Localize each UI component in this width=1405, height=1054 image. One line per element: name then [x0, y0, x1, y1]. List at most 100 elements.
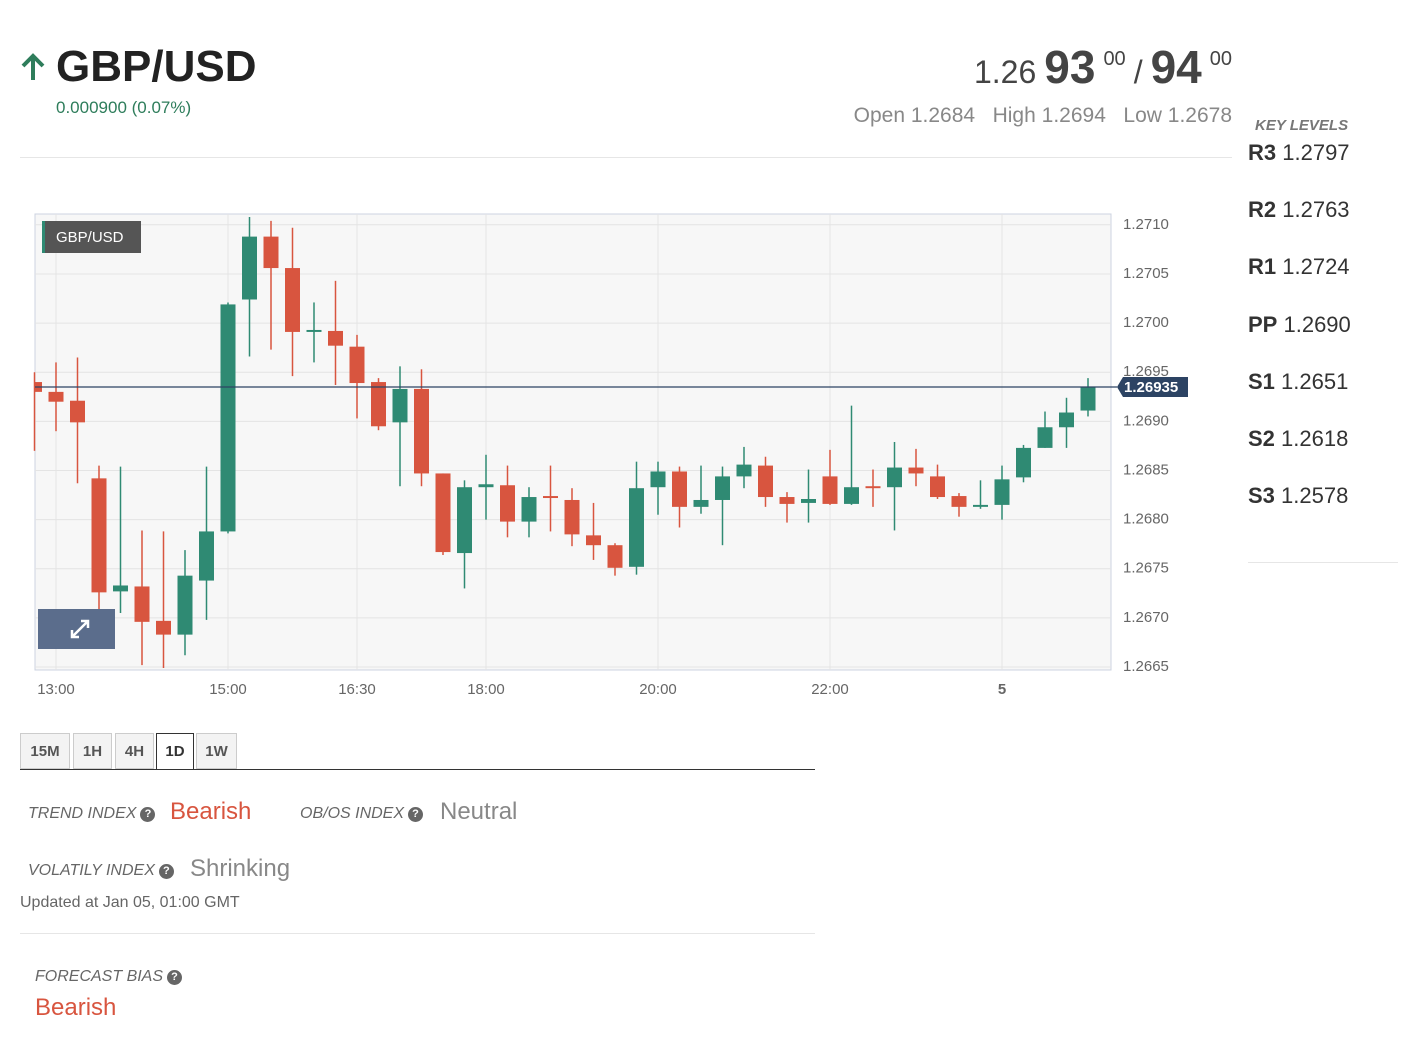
key-level: S1 1.2651: [1248, 369, 1348, 395]
candle-body: [70, 400, 85, 423]
level-value: 1.2651: [1281, 368, 1349, 394]
candle-body: [435, 473, 451, 553]
divider: [20, 933, 815, 934]
candle-body: [908, 467, 924, 474]
bias-label: FORECAST BIAS?: [35, 968, 183, 986]
level-value: 1.2797: [1282, 140, 1350, 165]
candle-body: [607, 545, 623, 568]
y-tick-label: 1.2670: [1123, 609, 1169, 626]
price: 1.26 93 00 / 94 00: [974, 40, 1232, 94]
candle-body: [650, 471, 666, 488]
candle-body: [220, 304, 236, 532]
level-value: 1.2578: [1281, 483, 1349, 509]
candle-body: [113, 585, 128, 592]
candle-body: [134, 586, 150, 622]
candle-body: [973, 504, 988, 507]
separator: /: [1133, 54, 1143, 90]
timeframe-tab[interactable]: 15M: [20, 733, 70, 769]
y-tick-label: 1.2685: [1123, 461, 1169, 478]
high: 1.2694: [1041, 104, 1106, 127]
candle-body: [328, 330, 343, 346]
price-tag: [1117, 376, 1188, 397]
key-level: R1 1.2724: [1248, 254, 1350, 280]
price-prefix: 1.26: [973, 54, 1037, 90]
candle-body: [414, 388, 429, 474]
candle-body: [1016, 447, 1031, 478]
level-value: 1.2763: [1282, 197, 1350, 223]
candle-body: [1059, 412, 1074, 428]
timeframe-tab[interactable]: 1D: [156, 733, 194, 769]
symbol: GBP/USD: [56, 42, 257, 91]
x-tick-label: 20:00: [639, 681, 677, 698]
y-tick-label: 1.2680: [1123, 511, 1169, 528]
candle-body: [306, 329, 322, 332]
ask-small: 00: [1209, 48, 1232, 70]
key-level: S3 1.2578: [1248, 483, 1348, 509]
level-name: R2: [1248, 197, 1277, 223]
candle-body: [865, 486, 881, 489]
level-name: PP: [1248, 311, 1278, 337]
x-tick-label: 22:00: [811, 681, 849, 698]
candle-body: [693, 499, 709, 507]
level-name: S2: [1248, 426, 1275, 451]
key-level: S2 1.2618: [1248, 426, 1348, 452]
level-value: 1.2724: [1282, 254, 1350, 280]
timeframe-tab[interactable]: 1H: [73, 733, 112, 769]
expand-button[interactable]: [38, 609, 115, 649]
divider: [20, 157, 1232, 158]
candle-body: [199, 531, 214, 581]
candle-body: [844, 487, 859, 504]
level-name: R3: [1248, 140, 1277, 165]
obos: Neutral: [440, 798, 518, 825]
key-level: PP 1.2690: [1248, 312, 1351, 338]
timeframe-tab[interactable]: 1W: [196, 733, 237, 769]
tab-line: [20, 769, 815, 770]
candle-body: [994, 479, 1010, 505]
candle-body: [887, 467, 902, 488]
candle-body: [1080, 386, 1096, 411]
y-tick-label: 1.2710: [1123, 216, 1169, 233]
candle-body: [930, 476, 945, 498]
candle-body: [779, 497, 795, 504]
candle-body: [951, 496, 967, 507]
key-levels-title: KEY LEVELS: [1255, 117, 1349, 134]
bid-big: 93: [1044, 41, 1096, 93]
candle-body: [371, 382, 386, 427]
y-tick-label: 1.2675: [1123, 560, 1169, 577]
bias-label-text: FORECAST BIAS: [35, 968, 164, 985]
vol: Shrinking: [190, 855, 291, 882]
high-label: High: [992, 104, 1036, 127]
divider: [1248, 562, 1398, 563]
vol-label: VOLATILY INDEX?: [28, 862, 174, 880]
y-tick-label: 1.2665: [1123, 658, 1169, 675]
legend-swatch: [42, 221, 45, 253]
x-tick-label: 13:00: [37, 681, 75, 698]
obos-label: OB/OS INDEX?: [300, 805, 424, 823]
up-arrow: [21, 53, 45, 80]
legend-box: [42, 221, 141, 253]
y-tick-label: 1.2690: [1123, 412, 1169, 429]
level-name: S1: [1248, 368, 1275, 394]
x-tick-label: 18:00: [467, 681, 505, 698]
open-label: Open: [853, 104, 905, 127]
x-tick-label: 5: [998, 681, 1006, 698]
timeframe-tab[interactable]: 4H: [115, 733, 154, 769]
ask-big: 94: [1150, 41, 1202, 93]
low: 1.2678: [1167, 104, 1232, 127]
x-tick-label: 15:00: [209, 681, 247, 698]
updated: Updated at Jan 05, 01:00 GMT: [20, 894, 240, 911]
candle-body: [457, 487, 472, 554]
candle-body: [91, 478, 107, 593]
change: 0.000900 (0.07%): [56, 98, 192, 117]
level-value: 1.2618: [1281, 426, 1349, 451]
candle-body: [715, 476, 730, 500]
price-tag-label: 1.26935: [1124, 379, 1178, 396]
level-name: S3: [1248, 483, 1275, 509]
candle-body: [242, 236, 257, 300]
candle-body: [177, 575, 193, 635]
key-level: R2 1.2763: [1248, 197, 1350, 223]
trend-label-text: TREND INDEX: [28, 805, 137, 822]
candle-body: [736, 464, 752, 477]
low-label: Low: [1123, 104, 1162, 127]
